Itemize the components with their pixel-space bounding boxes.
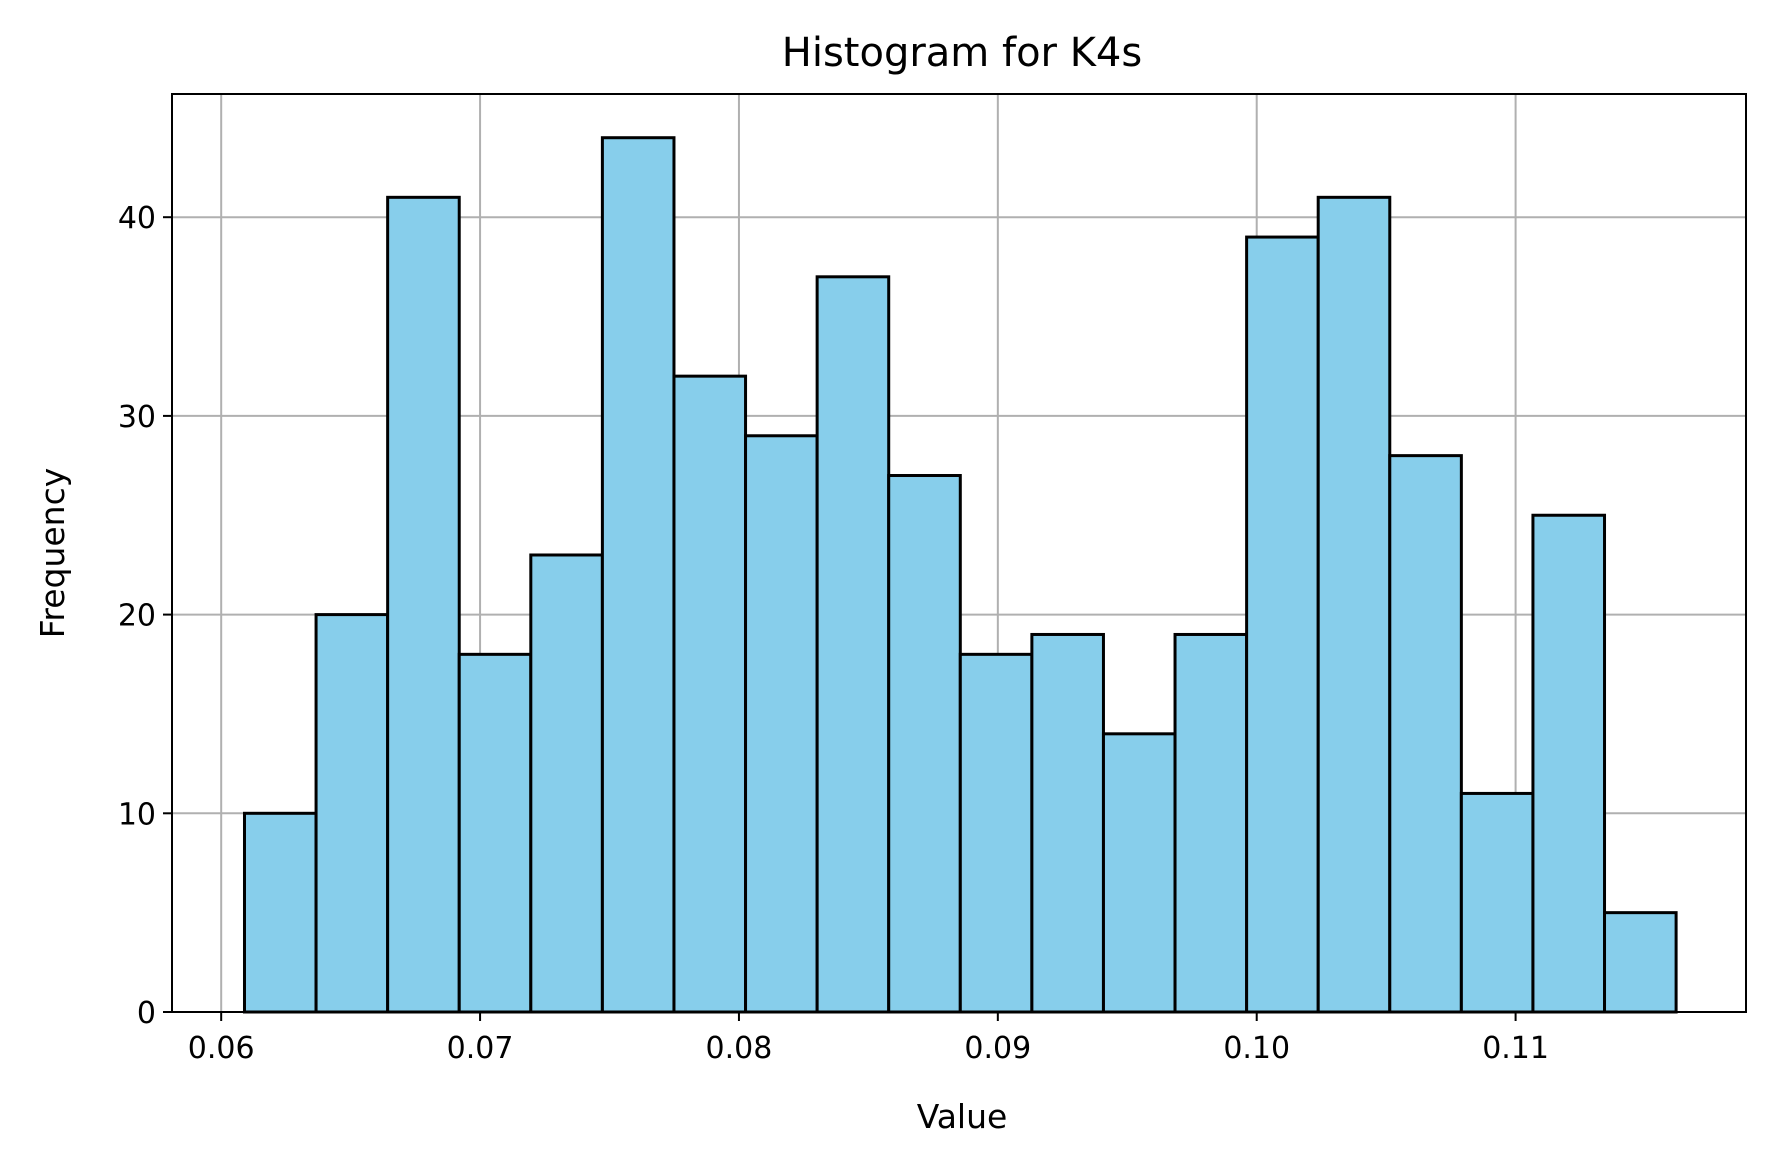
histogram-bar (1101, 732, 1177, 1014)
x-tick-label: 0.07 (447, 1031, 514, 1066)
x-tick-label: 0.09 (964, 1031, 1031, 1066)
histogram-bar (1459, 791, 1535, 1014)
histogram-bar (1173, 632, 1249, 1014)
histogram-bar (672, 374, 748, 1014)
y-tick-label: 10 (118, 797, 156, 832)
histogram-bar (242, 811, 318, 1014)
x-tick-label: 0.08 (706, 1031, 773, 1066)
chart-title: Histogram for K4s (782, 30, 1142, 76)
y-tick-label: 20 (118, 599, 156, 634)
histogram-bar (529, 553, 604, 1014)
histogram-bar (1388, 454, 1463, 1014)
histogram-bar (744, 434, 819, 1014)
histogram-bar (600, 136, 676, 1014)
histogram-bar (1030, 632, 1105, 1014)
histogram-bar (457, 652, 533, 1014)
histogram-bar (887, 474, 962, 1014)
histogram-bar (815, 275, 891, 1014)
y-tick-label: 30 (118, 400, 156, 435)
y-axis-label: Frequency (33, 468, 72, 638)
x-axis: 0.06 0.07 0.08 0.09 0.10 0.11 (188, 1012, 1549, 1066)
x-axis-label: Value (917, 1097, 1008, 1136)
x-tick-label: 0.10 (1223, 1031, 1290, 1066)
histogram-bar (1603, 911, 1678, 1014)
histogram-bar (1245, 235, 1320, 1014)
histogram-bar (958, 652, 1034, 1014)
y-axis: 0 10 20 30 40 (118, 201, 172, 1031)
histogram-bar (1531, 513, 1607, 1014)
histogram-bar (1316, 195, 1392, 1014)
bars (242, 136, 1678, 1014)
x-tick-label: 0.11 (1482, 1031, 1549, 1066)
x-tick-label: 0.06 (188, 1031, 255, 1066)
histogram-bar (386, 195, 461, 1014)
plot-frame (171, 93, 1747, 1013)
y-tick-label: 40 (118, 201, 156, 236)
histogram-bar (314, 613, 390, 1014)
y-tick-label: 0 (137, 996, 156, 1031)
